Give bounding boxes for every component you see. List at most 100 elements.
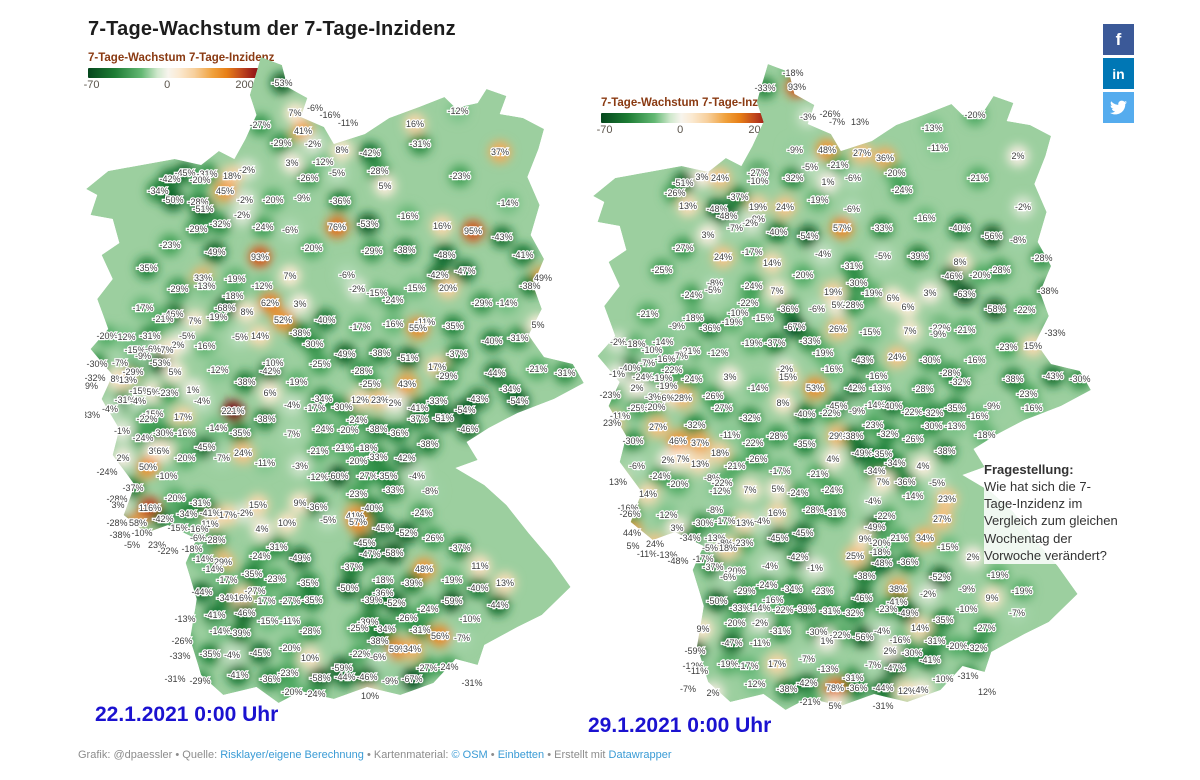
district-label: -46% bbox=[851, 593, 872, 603]
district-label: 19% bbox=[824, 287, 842, 297]
footer-link[interactable]: Risklayer/eigene Berechnung bbox=[220, 749, 364, 761]
district-label: -8% bbox=[707, 278, 723, 288]
district-label: -40% bbox=[481, 336, 502, 346]
footer-link[interactable]: Datawrapper bbox=[608, 749, 672, 761]
district-label: 93% bbox=[251, 252, 269, 262]
district-label: 7% bbox=[770, 286, 783, 296]
district-label: -31% bbox=[114, 395, 135, 405]
linkedin-share-button[interactable]: in bbox=[1103, 58, 1134, 89]
district-label: -34% bbox=[216, 593, 237, 603]
district-label: -19% bbox=[987, 570, 1008, 580]
choropleth-map-29-1-2021: -18%-33% 93%-3% -26%-7% 13%-9% 48%-5% -21%3% 2… bbox=[593, 64, 1092, 712]
district-label: -41% bbox=[886, 597, 907, 607]
facebook-share-button[interactable]: f bbox=[1103, 24, 1134, 55]
district-label: -19% bbox=[717, 659, 738, 669]
district-label: -30% bbox=[921, 421, 942, 431]
district-label: -20% bbox=[281, 687, 302, 697]
district-label: -52% bbox=[396, 528, 417, 538]
district-label: -27% bbox=[249, 120, 270, 130]
district-label: -31% bbox=[841, 261, 862, 271]
district-label: -16% bbox=[654, 354, 675, 364]
district-label: 13% bbox=[851, 117, 869, 127]
footer-link[interactable]: Einbetten bbox=[497, 749, 545, 761]
district-label: 19% bbox=[749, 202, 767, 212]
district-label: -37% bbox=[764, 338, 785, 348]
district-label: -11% bbox=[720, 430, 740, 440]
district-label: 15% bbox=[1024, 341, 1042, 351]
district-label: 4% bbox=[916, 461, 929, 471]
twitter-share-button[interactable] bbox=[1103, 92, 1134, 123]
district-label: -10% bbox=[727, 308, 748, 318]
district-label: -9% bbox=[135, 351, 151, 361]
district-label: -20% bbox=[969, 270, 990, 280]
district-label: -21% bbox=[637, 309, 658, 319]
district-label: -48% bbox=[667, 556, 688, 566]
district-label: -37% bbox=[446, 349, 467, 359]
district-label: -22% bbox=[829, 630, 850, 640]
district-label: -3% bbox=[800, 112, 816, 122]
district-label: -38% bbox=[109, 530, 130, 540]
legend-tick: 0 bbox=[164, 79, 171, 91]
district-label: -2% bbox=[777, 364, 793, 374]
district-label: -45% bbox=[372, 523, 393, 533]
district-label: -38% bbox=[934, 446, 955, 456]
district-label: -16% bbox=[617, 503, 638, 513]
district-label: 17% bbox=[219, 510, 237, 520]
district-label: -37% bbox=[122, 483, 143, 493]
district-label: -24% bbox=[346, 415, 367, 425]
district-label: -2% bbox=[920, 589, 936, 599]
district-label: 57% bbox=[349, 517, 367, 527]
footer-link[interactable]: © OSM bbox=[451, 749, 488, 761]
district-label: -23% bbox=[732, 538, 753, 548]
district-label: -7% bbox=[680, 684, 696, 694]
district-label: -20% bbox=[667, 479, 688, 489]
district-label: 36% bbox=[876, 153, 894, 163]
district-label: -35% bbox=[871, 449, 892, 459]
district-label: -31% bbox=[139, 331, 160, 341]
district-label: -48% bbox=[706, 204, 727, 214]
district-label: -38% bbox=[842, 431, 863, 441]
district-label: -30% bbox=[622, 436, 643, 446]
district-label: -26% bbox=[396, 613, 417, 623]
district-label: -17% bbox=[254, 596, 275, 606]
district-label: -12% bbox=[307, 472, 328, 482]
district-label: -31% bbox=[824, 508, 845, 518]
district-label: -17% bbox=[692, 554, 713, 564]
district-label: -21% bbox=[307, 446, 328, 456]
district-label: -24% bbox=[437, 662, 458, 672]
district-label: -7% bbox=[214, 453, 230, 463]
district-label: 45% bbox=[216, 186, 234, 196]
district-label: 3% bbox=[285, 158, 298, 168]
district-label: -22% bbox=[661, 365, 682, 375]
district-label: 14% bbox=[763, 258, 781, 268]
district-label: -5% bbox=[320, 515, 336, 525]
district-label: -6% bbox=[844, 204, 860, 214]
district-label: -35% bbox=[376, 471, 397, 481]
district-label: -30% bbox=[86, 359, 107, 369]
district-label: -28% bbox=[299, 626, 320, 636]
district-label: -31% bbox=[409, 139, 430, 149]
district-label: -15% bbox=[366, 288, 387, 298]
district-label: -4% bbox=[130, 396, 146, 406]
district-label: 18% bbox=[711, 448, 729, 458]
district-label: -22% bbox=[874, 511, 895, 521]
district-label: -31% bbox=[842, 673, 863, 683]
district-label: -7% bbox=[672, 351, 688, 361]
district-label: -23% bbox=[1016, 389, 1037, 399]
district-label: -19% bbox=[656, 381, 677, 391]
district-label: -48% bbox=[434, 250, 455, 260]
legend-left: 7-Tage-Wachstum 7-Tage-Inzidenz -70 0 200 bbox=[84, 52, 275, 93]
district-label: 7% bbox=[188, 316, 201, 326]
district-label: -7% bbox=[454, 633, 470, 643]
annotation-fragestellung: Fragestellung: Wie hat sich die 7-Tage-I… bbox=[984, 461, 1118, 564]
district-label: -4% bbox=[284, 400, 300, 410]
district-label: -58% bbox=[382, 548, 403, 558]
district-label: -34% bbox=[781, 584, 802, 594]
district-label: -6% bbox=[145, 344, 161, 354]
district-label: -58% bbox=[309, 673, 330, 683]
district-label: -46% bbox=[941, 271, 962, 281]
district-label: 12% bbox=[898, 686, 916, 696]
district-label: -10% bbox=[932, 674, 953, 684]
district-label: -38% bbox=[366, 424, 387, 434]
district-label: 3% bbox=[293, 299, 306, 309]
